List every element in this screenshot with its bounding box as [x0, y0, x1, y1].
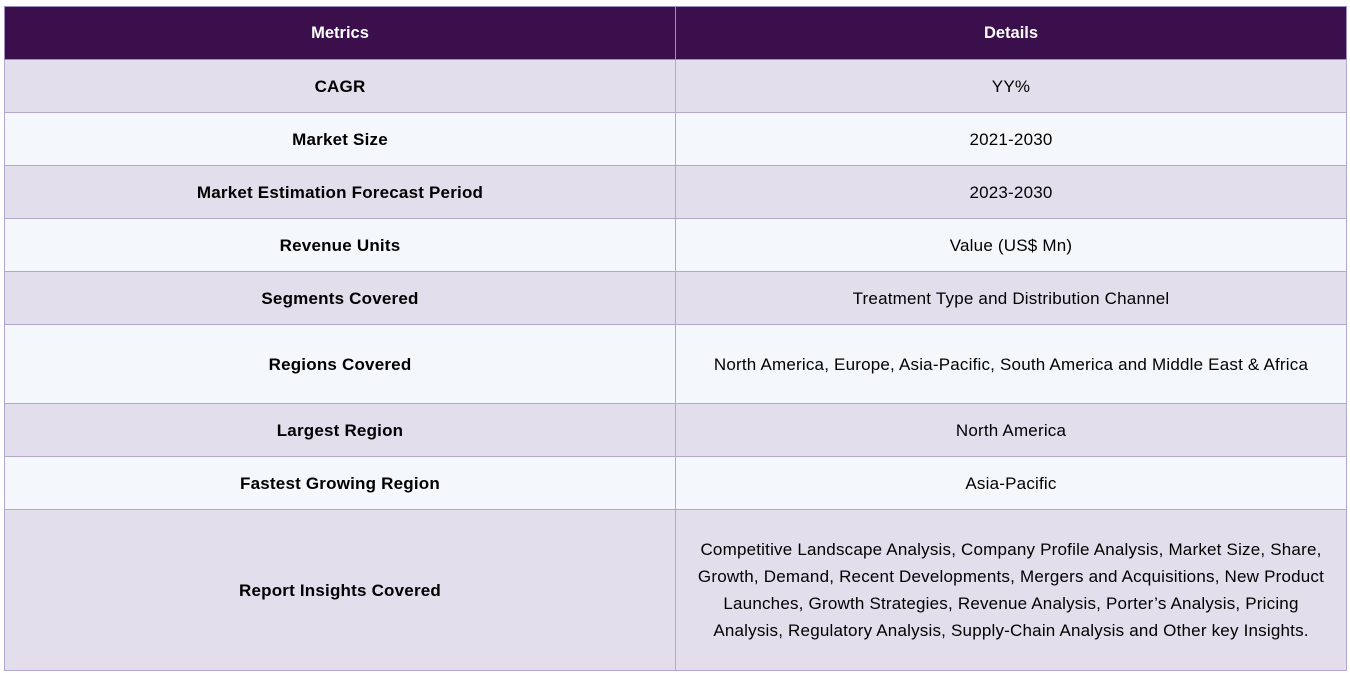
- report-metrics-table: Metrics Details CAGR YY% Market Size 202…: [4, 6, 1347, 671]
- table-row: Largest Region North America: [4, 403, 1347, 457]
- column-header-metrics: Metrics: [4, 6, 676, 60]
- column-header-details: Details: [675, 6, 1347, 60]
- detail-cell: North America: [675, 403, 1347, 457]
- table-row: Regions Covered North America, Europe, A…: [4, 324, 1347, 404]
- table-row: Segments Covered Treatment Type and Dist…: [4, 271, 1347, 325]
- detail-cell: North America, Europe, Asia-Pacific, Sou…: [675, 324, 1347, 404]
- metric-cell: Market Estimation Forecast Period: [4, 165, 676, 219]
- detail-cell: Treatment Type and Distribution Channel: [675, 271, 1347, 325]
- detail-cell: YY%: [675, 59, 1347, 113]
- metric-cell: Fastest Growing Region: [4, 456, 676, 510]
- metric-cell: Report Insights Covered: [4, 509, 676, 671]
- metric-cell: CAGR: [4, 59, 676, 113]
- metric-cell: Regions Covered: [4, 324, 676, 404]
- table-body: CAGR YY% Market Size 2021-2030 Market Es…: [4, 59, 1347, 671]
- detail-cell: Asia-Pacific: [675, 456, 1347, 510]
- table-row: Market Size 2021-2030: [4, 112, 1347, 166]
- detail-cell: Competitive Landscape Analysis, Company …: [675, 509, 1347, 671]
- table-row: CAGR YY%: [4, 59, 1347, 113]
- metric-cell: Market Size: [4, 112, 676, 166]
- report-metrics-table-container: Metrics Details CAGR YY% Market Size 202…: [4, 6, 1347, 671]
- metric-cell: Revenue Units: [4, 218, 676, 272]
- table-row: Revenue Units Value (US$ Mn): [4, 218, 1347, 272]
- detail-cell: 2021-2030: [675, 112, 1347, 166]
- table-header: Metrics Details: [4, 6, 1347, 60]
- detail-cell: Value (US$ Mn): [675, 218, 1347, 272]
- table-header-row: Metrics Details: [4, 6, 1347, 60]
- table-row: Fastest Growing Region Asia-Pacific: [4, 456, 1347, 510]
- metric-cell: Largest Region: [4, 403, 676, 457]
- metric-cell: Segments Covered: [4, 271, 676, 325]
- table-row: Market Estimation Forecast Period 2023-2…: [4, 165, 1347, 219]
- detail-cell: 2023-2030: [675, 165, 1347, 219]
- table-row: Report Insights Covered Competitive Land…: [4, 509, 1347, 671]
